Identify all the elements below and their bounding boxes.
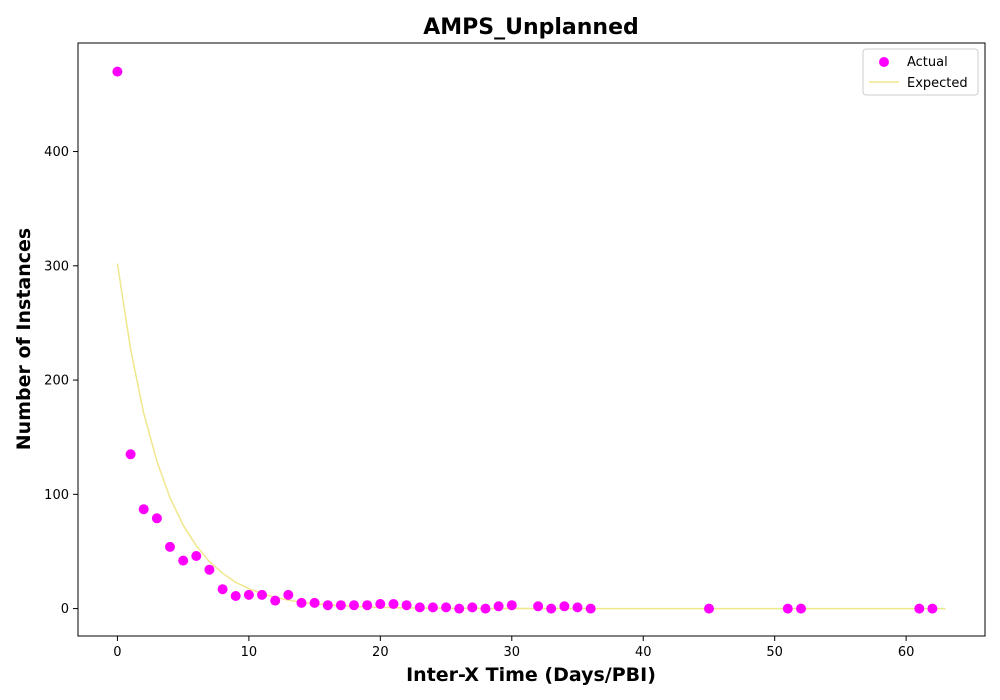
series-actual-point <box>125 449 136 460</box>
series-actual-point <box>414 602 425 613</box>
x-tick-label: 30 <box>504 645 521 660</box>
series-actual-point <box>178 555 189 566</box>
series-actual-point <box>138 504 149 515</box>
series-actual-point <box>335 600 346 611</box>
y-tick-label: 300 <box>44 259 69 274</box>
series-actual-point <box>480 603 491 614</box>
series-actual-point <box>493 601 504 612</box>
series-actual-point <box>506 600 517 611</box>
series-actual-point <box>454 603 465 614</box>
legend: Actual Expected <box>862 48 979 96</box>
series-actual-point <box>782 603 793 614</box>
series-actual-point <box>349 600 359 611</box>
x-tick-label: 20 <box>372 645 389 660</box>
series-actual-point <box>546 603 557 614</box>
chart-title: AMPS_Unplanned <box>423 15 639 40</box>
series-actual-point <box>559 601 570 612</box>
series-actual-point <box>927 603 938 614</box>
legend-label-expected: Expected <box>907 76 968 91</box>
series-actual-point <box>572 602 583 613</box>
series-actual-point <box>388 599 399 609</box>
series-actual-point <box>270 595 281 606</box>
series-actual-point <box>191 551 202 561</box>
series-actual-point <box>309 597 320 608</box>
series-actual-point <box>585 603 596 614</box>
x-tick-label: 0 <box>113 645 121 660</box>
series-actual-point <box>230 591 241 601</box>
legend-label-actual: Actual <box>907 55 948 70</box>
series-actual-point <box>296 597 307 608</box>
series-actual-point <box>165 541 175 552</box>
y-axis-label: Number of Instances <box>13 228 35 450</box>
x-tick-label: 60 <box>898 645 915 660</box>
series-actual-point <box>427 602 438 613</box>
y-tick-label: 200 <box>44 374 69 389</box>
series-actual-point <box>467 602 478 613</box>
series-actual-point <box>204 564 215 575</box>
legend-frame <box>862 48 979 96</box>
series-actual-point <box>322 600 333 611</box>
legend-marker-actual <box>879 57 889 67</box>
x-axis-label: Inter-X Time (Days/PBI) <box>406 664 656 686</box>
series-expected-line <box>116 263 946 610</box>
series-actual-point <box>112 66 123 77</box>
y-tick-label: 400 <box>44 145 69 160</box>
plot-area <box>112 66 946 614</box>
series-actual-point <box>401 600 412 611</box>
y-axis: 0 100 200 300 400 <box>44 145 78 617</box>
series-actual-point <box>362 600 373 611</box>
plot-frame <box>77 42 986 637</box>
y-tick-label: 100 <box>44 488 69 503</box>
series-actual-point <box>441 602 452 613</box>
series-actual-point <box>257 589 267 600</box>
series-actual-point <box>796 603 806 614</box>
series-actual-point <box>533 601 544 612</box>
series-actual-point <box>375 599 386 609</box>
series-actual-point <box>914 603 925 614</box>
x-tick-label: 40 <box>635 645 652 660</box>
y-tick-label: 0 <box>61 602 69 617</box>
series-actual-point <box>217 584 228 595</box>
series-actual-point <box>243 589 254 600</box>
series-actual-point <box>283 589 294 600</box>
series-actual-point <box>151 513 162 524</box>
x-tick-label: 50 <box>766 645 783 660</box>
x-axis: 0 10 20 30 40 50 60 <box>113 636 914 660</box>
x-tick-label: 10 <box>241 645 258 660</box>
series-actual-point <box>704 603 714 614</box>
